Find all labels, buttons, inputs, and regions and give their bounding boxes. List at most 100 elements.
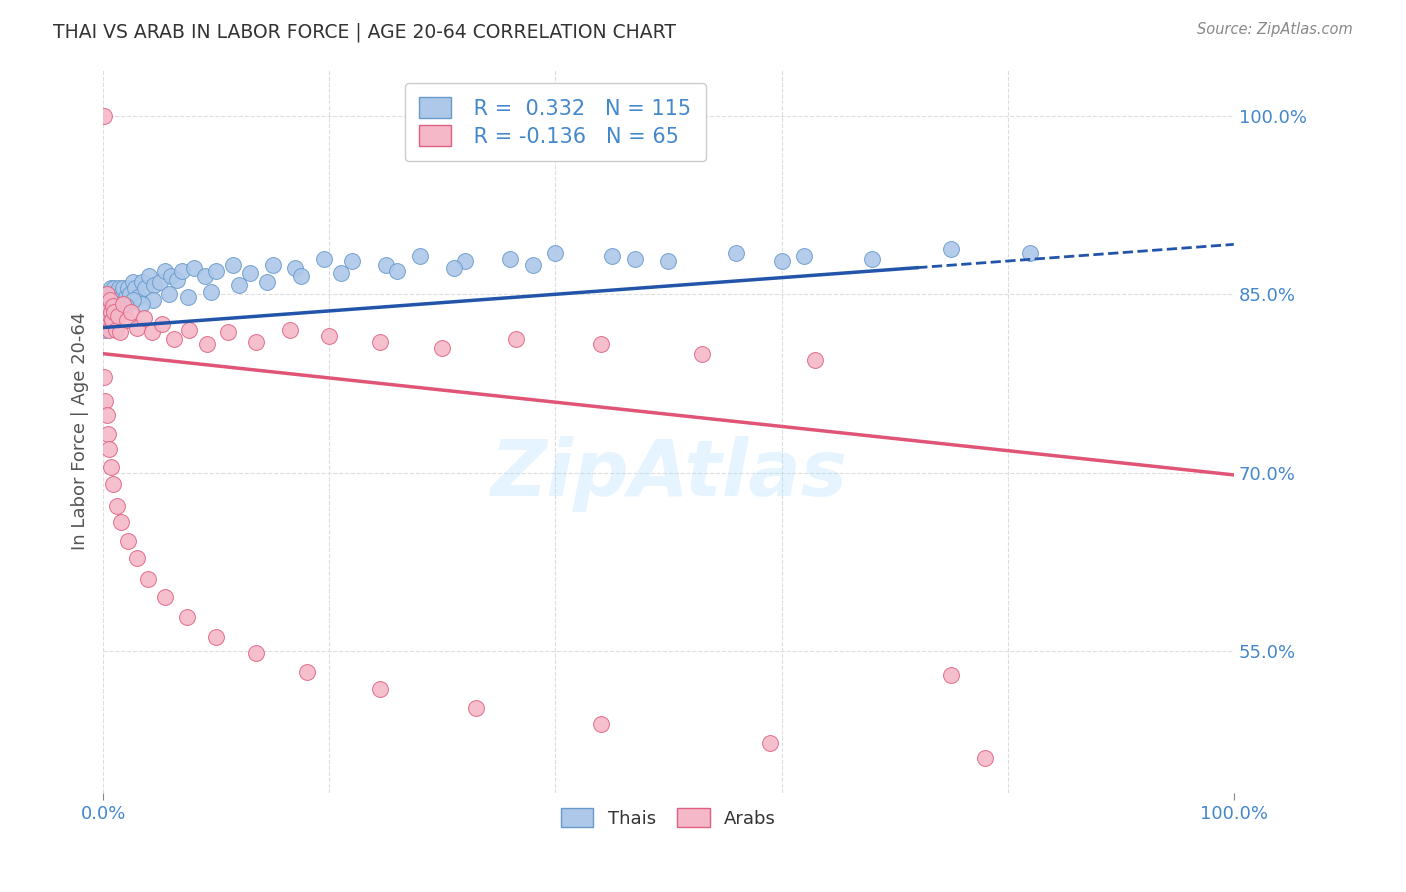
Point [111,290,134,304]
Point [131,297,153,311]
Point [96,299,118,313]
Point [127,290,149,304]
Point [114,290,136,304]
Point [103,305,125,319]
Point [121,293,143,308]
Point [103,285,125,299]
Point [245,646,267,660]
Point [107,290,129,304]
Point [318,329,340,343]
Point [465,700,488,714]
Point [150,317,173,331]
Point [105,299,128,313]
Point [939,242,962,256]
Point [262,258,284,272]
Point [97,305,120,319]
Point [110,516,132,530]
Point [93,309,115,323]
Point [104,293,127,308]
Point [101,297,124,311]
Point [107,309,129,323]
Point [117,534,139,549]
Point [505,333,527,347]
Point [222,258,245,272]
Point [93,313,115,327]
Point [108,301,131,316]
Point [657,254,679,268]
Point [176,610,198,624]
Point [103,477,125,491]
Point [770,254,793,268]
Point [149,276,172,290]
Point [112,281,135,295]
Point [96,287,118,301]
Point [939,667,962,681]
Text: THAI VS ARAB IN LABOR FORCE | AGE 20-64 CORRELATION CHART: THAI VS ARAB IN LABOR FORCE | AGE 20-64 … [53,22,676,42]
Point [143,277,166,292]
Point [93,109,115,123]
Point [105,499,128,513]
Point [120,305,142,319]
Point [155,591,177,605]
Point [217,326,239,340]
Point [329,266,352,280]
Point [589,717,612,731]
Point [93,317,115,331]
Point [692,347,714,361]
Point [385,263,408,277]
Point [110,287,132,301]
Point [93,309,115,323]
Point [125,320,148,334]
Point [1019,245,1042,260]
Point [108,326,131,340]
Point [117,281,139,295]
Point [97,293,120,308]
Legend: Thais, Arabs: Thais, Arabs [554,801,783,835]
Point [131,276,153,290]
Point [340,254,363,268]
Point [600,249,623,263]
Point [98,305,121,319]
Point [98,297,121,311]
Point [93,305,115,319]
Point [103,299,125,313]
Point [804,352,827,367]
Point [155,263,177,277]
Point [94,293,117,308]
Point [368,334,391,349]
Point [94,313,117,327]
Point [205,630,228,644]
Point [96,305,118,319]
Point [163,333,186,347]
Point [115,313,138,327]
Point [112,297,135,311]
Point [177,290,200,304]
Point [97,301,120,316]
Point [97,299,120,313]
Point [98,301,121,316]
Point [97,290,120,304]
Point [96,309,118,323]
Point [101,299,124,313]
Point [157,287,180,301]
Point [93,299,115,313]
Point [98,305,121,319]
Point [284,261,307,276]
Point [409,249,432,263]
Point [93,311,115,326]
Point [96,301,118,316]
Point [94,323,117,337]
Point [97,317,120,331]
Point [623,252,645,266]
Point [454,254,477,268]
Point [114,299,136,313]
Point [120,287,142,301]
Point [108,281,131,295]
Point [98,293,121,308]
Point [97,301,120,316]
Point [177,323,200,337]
Point [374,258,396,272]
Point [142,293,165,308]
Point [96,409,118,423]
Point [97,309,120,323]
